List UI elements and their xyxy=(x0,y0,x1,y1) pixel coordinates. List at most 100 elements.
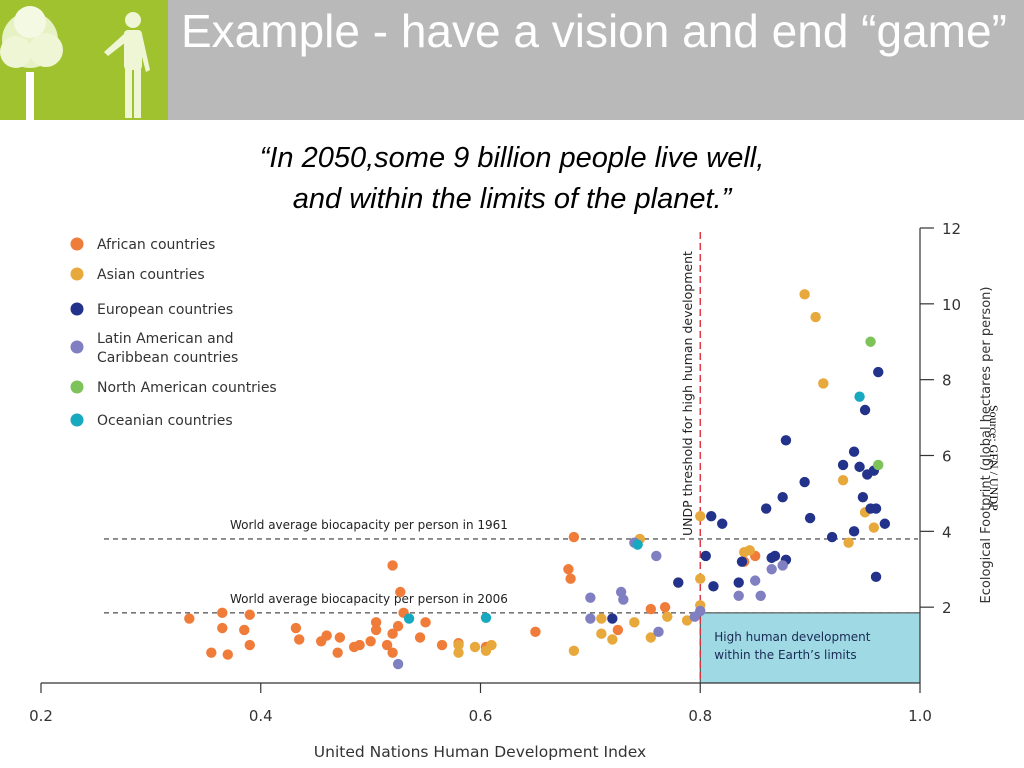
data-point xyxy=(708,581,719,592)
x-tick-label: 0.2 xyxy=(29,707,53,725)
data-point xyxy=(530,626,541,638)
data-point xyxy=(681,615,693,626)
data-point xyxy=(868,522,880,533)
data-point xyxy=(420,617,431,628)
data-point xyxy=(184,613,195,624)
data-point xyxy=(695,573,706,584)
data-point xyxy=(810,311,821,323)
data-point xyxy=(653,626,664,638)
data-point xyxy=(733,590,744,601)
target-region-label-line1: High human development xyxy=(714,630,871,644)
legend-label: Asian countries xyxy=(97,267,205,283)
data-point xyxy=(837,474,849,486)
data-point xyxy=(568,645,580,656)
data-point xyxy=(870,571,882,583)
logo-graphic xyxy=(0,0,168,120)
legend-marker xyxy=(70,380,84,394)
data-point xyxy=(453,647,464,658)
data-point xyxy=(700,550,711,562)
data-point xyxy=(837,459,849,471)
data-point xyxy=(486,639,497,651)
y-axis-ticks: 2 4 6 8 10 12 xyxy=(920,220,961,617)
data-point xyxy=(760,503,772,514)
data-point xyxy=(596,613,607,624)
data-point xyxy=(453,639,464,651)
data-point xyxy=(755,590,766,601)
x-tick-label: 1.0 xyxy=(908,707,932,725)
legend-marker xyxy=(70,267,84,281)
data-point xyxy=(695,510,706,522)
data-point xyxy=(403,613,415,624)
data-point xyxy=(804,512,816,524)
data-point xyxy=(645,632,657,643)
data-point xyxy=(244,609,255,620)
data-point xyxy=(607,613,618,624)
data-point xyxy=(585,592,596,603)
legend-label: African countries xyxy=(97,237,215,253)
data-point xyxy=(294,634,305,645)
data-point xyxy=(568,531,580,543)
data-point xyxy=(585,613,596,624)
slide-header xyxy=(0,0,1024,120)
legend-marker xyxy=(70,237,84,251)
legend-label: Latin American and xyxy=(97,331,234,347)
y-tick-label: 8 xyxy=(942,372,952,390)
data-point xyxy=(873,459,884,471)
biocapacity-2006-label: World average biocapacity per person in … xyxy=(230,592,508,606)
data-point xyxy=(321,630,332,641)
data-point xyxy=(766,564,777,575)
data-point xyxy=(859,404,871,416)
data-point xyxy=(799,476,810,488)
data-point xyxy=(826,531,838,543)
data-point xyxy=(749,575,761,586)
data-point xyxy=(217,622,228,634)
legend-label: European countries xyxy=(97,302,233,318)
data-point xyxy=(612,624,624,636)
target-region-box xyxy=(699,612,921,684)
x-tick-label: 0.6 xyxy=(469,707,493,725)
data-point xyxy=(387,647,398,658)
x-tick-label: 0.8 xyxy=(688,707,712,725)
data-point xyxy=(354,639,365,651)
source-note: Source: GFN / UNDP xyxy=(987,405,1001,511)
legend-label: Caribbean countries xyxy=(97,350,238,366)
data-point xyxy=(436,639,448,651)
legend-label: Oceanian countries xyxy=(97,413,233,429)
undp-threshold-label: UNDP threshold for high human developmen… xyxy=(680,251,695,536)
y-tick-label: 12 xyxy=(942,220,961,238)
data-point xyxy=(290,622,302,634)
data-point xyxy=(632,539,643,550)
data-point xyxy=(873,366,884,378)
quote-line-1: “In 2050,some 9 billion people live well… xyxy=(259,142,765,174)
data-point xyxy=(370,617,382,628)
data-point xyxy=(736,556,748,567)
data-point xyxy=(334,632,346,643)
biocapacity-1961-label: World average biocapacity per person in … xyxy=(230,518,508,532)
y-tick-label: 6 xyxy=(942,448,952,466)
y-tick-label: 4 xyxy=(942,523,952,541)
data-point xyxy=(395,586,406,598)
data-point xyxy=(780,435,792,446)
data-point xyxy=(865,336,876,347)
data-point xyxy=(607,634,618,645)
data-point xyxy=(744,545,755,556)
data-point xyxy=(673,577,684,588)
data-point xyxy=(392,620,404,632)
data-point xyxy=(854,461,865,473)
logo-tree-figure-icon xyxy=(0,0,168,120)
data-point xyxy=(387,560,398,571)
legend-label: North American countries xyxy=(97,380,277,396)
data-point xyxy=(381,639,393,651)
data-point xyxy=(651,550,662,562)
data-point xyxy=(706,510,717,522)
x-tick-label: 0.4 xyxy=(249,707,273,725)
data-point xyxy=(392,658,404,670)
data-point xyxy=(387,628,398,639)
x-axis-ticks: 0.2 0.4 0.6 0.8 1.0 xyxy=(29,683,932,725)
y-tick-label: 10 xyxy=(942,296,961,314)
data-point xyxy=(695,605,706,617)
y-axis-label: Ecological Footprint (global hectares pe… xyxy=(979,287,994,604)
data-point xyxy=(870,503,882,514)
legend-marker xyxy=(70,413,84,427)
